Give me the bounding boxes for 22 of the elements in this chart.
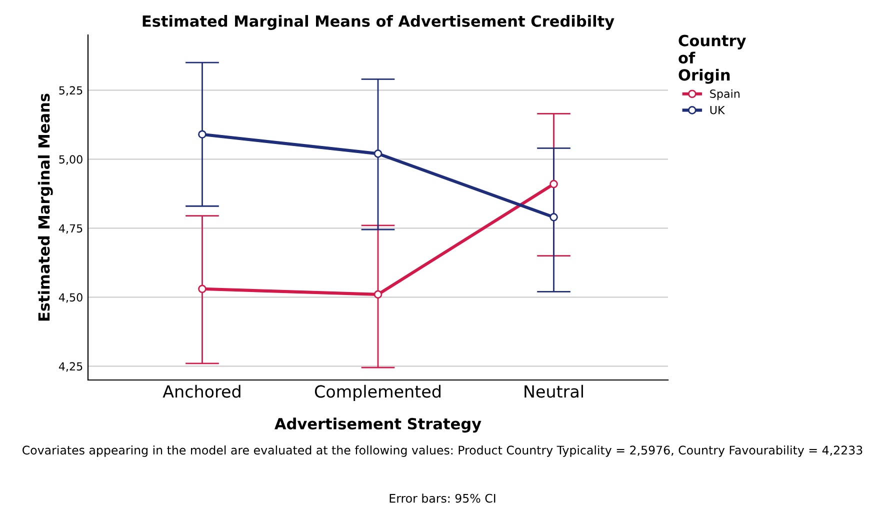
- point: [550, 180, 558, 188]
- x-axis-title: Advertisement Strategy: [274, 418, 482, 433]
- y-tick-label: 4,75: [58, 224, 82, 234]
- x-tick-label: Neutral: [524, 384, 583, 398]
- y-tick-label: 4,25: [58, 362, 82, 372]
- text: Error bars: 95% CI: [390, 494, 496, 503]
- point: [198, 130, 206, 139]
- y-axis-title: Estimated Marginal Means: [38, 94, 53, 321]
- x-tick-label: Anchored: [162, 384, 240, 398]
- y-tick-label: 5,00: [59, 155, 82, 165]
- y-tick-label: 4,50: [58, 293, 82, 303]
- legend-title: Country of Origin: [678, 34, 746, 84]
- x-tick-label: Complemented: [314, 384, 440, 401]
- point: [198, 284, 206, 294]
- legend-label: UK: [710, 106, 726, 114]
- chart-title: Estimated Marginal Means of Advertisement Credibilty: [142, 15, 614, 30]
- legend-label: Spain: [710, 89, 740, 100]
- point: [550, 212, 558, 222]
- point: [374, 150, 382, 158]
- y-tick-label: 5,25: [59, 86, 82, 96]
- text: Covariates appearing in the model are evaluated at the following values: Product Country Typicality = 2,5976, Country Favourability = 4,2233: [22, 445, 862, 457]
- point: [374, 290, 382, 299]
